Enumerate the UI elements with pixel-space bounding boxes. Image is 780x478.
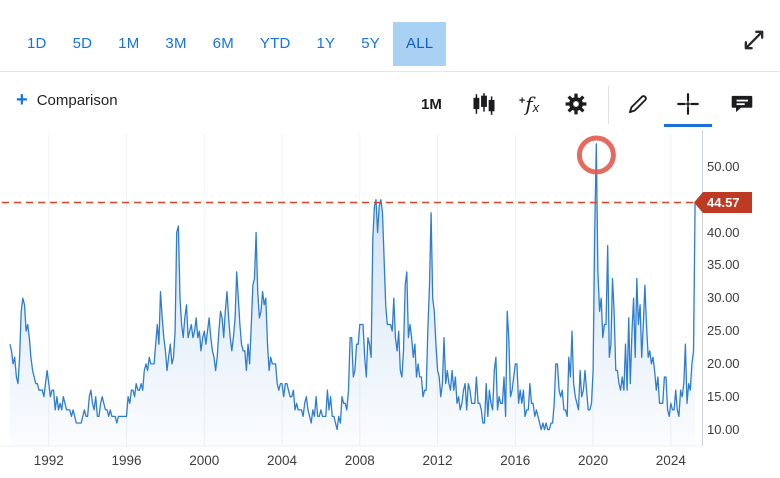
- y-axis-tick-label: 25.00: [707, 323, 740, 339]
- header-divider: [0, 71, 780, 72]
- plus-icon: +: [16, 89, 28, 111]
- fx-icon: + f x: [518, 91, 540, 116]
- gear-icon: [565, 93, 587, 115]
- range-button-all[interactable]: ALL: [393, 22, 447, 66]
- x-axis-tick-label: 2008: [344, 453, 375, 468]
- range-button-1y[interactable]: 1Y: [316, 35, 336, 52]
- y-axis-tick-label: 20.00: [707, 355, 740, 371]
- range-button-6m[interactable]: 6M: [212, 35, 234, 52]
- add-comparison-button[interactable]: + Comparison: [16, 90, 118, 110]
- range-button-ytd[interactable]: YTD: [259, 35, 291, 52]
- expand-icon[interactable]: [740, 26, 768, 54]
- annotation-circle[interactable]: [576, 135, 616, 175]
- range-button-3m[interactable]: 3M: [165, 35, 187, 52]
- x-axis-tick-label: 2024: [655, 453, 686, 468]
- crosshair-icon: [677, 93, 699, 115]
- annotations-button[interactable]: [728, 90, 756, 118]
- interval-selector[interactable]: 1M: [421, 96, 442, 113]
- range-button-1m[interactable]: 1M: [118, 35, 140, 52]
- y-axis-tick-label: 15.00: [707, 388, 740, 404]
- crosshair-tool-button[interactable]: [674, 90, 702, 118]
- x-axis-tick-label: 2012: [422, 453, 453, 468]
- range-button-1d[interactable]: 1D: [27, 35, 47, 52]
- comparison-label: Comparison: [36, 91, 118, 109]
- toolbar-divider: [608, 86, 609, 124]
- range-button-5y[interactable]: 5Y: [361, 35, 381, 52]
- pencil-icon: [628, 95, 647, 114]
- y-axis-tick-label: 40.00: [707, 224, 740, 240]
- y-axis-tick-label: 30.00: [707, 290, 740, 306]
- x-axis-tick-label: 1992: [33, 453, 64, 468]
- time-range-selector: 1D 5D 1M 3M 6M YTD 1Y 5Y ALL: [14, 22, 447, 66]
- price-line: [9, 143, 696, 431]
- comment-icon: [731, 95, 753, 113]
- chart-type-button[interactable]: [470, 90, 498, 118]
- indicators-button[interactable]: + f x: [515, 90, 543, 118]
- x-axis-tick-label: 2004: [267, 453, 298, 468]
- price-area-fill: [9, 143, 696, 446]
- x-axis-tick-label: 2016: [500, 453, 531, 468]
- x-axis-tick-label: 2020: [578, 453, 609, 468]
- y-axis-tick-label: 50.00: [707, 158, 740, 174]
- active-tool-indicator: [664, 124, 712, 127]
- range-button-5d[interactable]: 5D: [72, 35, 93, 52]
- y-axis-tick-label: 35.00: [707, 257, 740, 273]
- y-axis-tick-label: 10.00: [707, 421, 740, 437]
- x-axis-tick-label: 1996: [111, 453, 142, 468]
- last-price-badge: 44.57: [694, 192, 752, 213]
- x-axis-tick-label: 2000: [189, 453, 220, 468]
- draw-button[interactable]: [624, 90, 652, 118]
- candlestick-icon: [473, 93, 495, 115]
- settings-button[interactable]: [562, 90, 590, 118]
